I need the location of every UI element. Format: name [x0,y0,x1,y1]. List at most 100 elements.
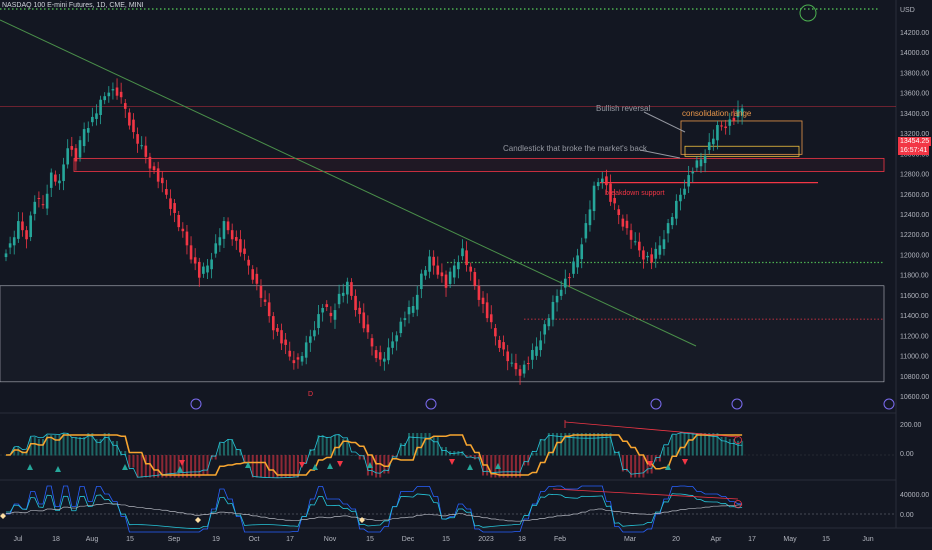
osc1-histogram-bar [712,433,715,456]
level-lines[interactable] [0,8,884,320]
candle-body [41,204,45,206]
osc1-histogram-bar [83,437,86,456]
target-circle[interactable] [799,4,817,22]
sell-signal-marker [337,461,343,467]
osc1-divergence-line[interactable] [564,421,739,438]
osc1-histogram-bar [70,437,73,456]
candle-body [144,145,148,157]
candle-body [284,339,287,345]
candle-body [461,248,464,257]
candle-body [494,328,497,337]
descending-trend-line[interactable] [0,19,697,347]
candle-body [148,156,152,169]
osc2-axis-label: 0.00 [900,512,914,519]
osc2-diamond-marker [359,517,365,523]
candle-body [251,269,255,280]
candle-body [514,363,518,370]
osc1-histogram-bar [37,439,40,456]
osc1-histogram-bar [584,433,587,456]
osc1-histogram-bar [231,439,234,456]
annotation-candlestick-break[interactable]: Candlestick that broke the market's back [503,144,648,153]
candle-body [214,243,218,254]
arrow-bullish-reversal [643,111,686,133]
annotation-breakdown-support[interactable]: breakdown support [605,190,665,197]
buy-signal-marker [467,464,473,470]
candle-body [563,278,567,288]
osc1-histogram-bar [494,455,497,478]
osc1-histogram-bar [675,435,678,456]
osc2-end-circle [734,500,742,508]
price-axis-label: 10800.00 [900,374,929,381]
osc1-histogram-bar [354,455,357,456]
candle-body [391,341,394,348]
resistance-zone[interactable] [73,157,885,172]
osc1-histogram-bar [358,455,361,460]
osc1-histogram-bar [630,455,633,478]
osc1-histogram-bar [428,433,431,456]
osc1-histogram-bar [510,455,513,478]
candle-body [712,138,715,145]
osc1-histogram-bar [662,447,665,456]
candle-body [370,338,374,347]
buy-signal-marker [55,466,61,472]
osc1-histogram-bar [708,433,711,456]
price-axis-label: 11800.00 [900,273,929,280]
range-zone[interactable] [0,285,885,383]
consolidation-inner-box[interactable] [684,145,800,157]
candle-body [300,356,304,362]
osc2-line-gray [6,503,743,522]
price-axis-label: 12400.00 [900,212,929,219]
candle-body [498,339,501,348]
candle-body [313,330,316,337]
time-axis-label: 15 [126,536,134,543]
osc1-histogram-bar [642,455,645,478]
candle-body [152,166,156,171]
osc1-histogram-bar [523,455,526,466]
osc1-histogram-bar [625,455,628,472]
buy-signal-marker [327,463,333,469]
candle-body [432,256,435,266]
osc1-histogram-bar [469,455,472,458]
time-axis[interactable]: Jul 18 Aug 15 Sep 19 Oct 17 Nov 15 Dec 15 2023 18 Feb M… [14,536,874,543]
osc1-histogram-bar [276,455,279,478]
osc1-histogram-bar [140,455,143,478]
time-axis-label: 15 [822,536,830,543]
last-price-tag: 13454.25 [898,137,932,146]
candle-body [489,314,493,323]
consolidation-range-box[interactable] [680,120,803,155]
annotation-marker-d[interactable]: D [308,391,313,398]
candle-body [366,324,370,333]
osc1-histogram-bar [247,455,250,464]
event-icons[interactable] [190,398,895,410]
osc2-divergence-line[interactable] [552,488,739,500]
candle-body [633,241,637,243]
osc1-histogram-bar [161,455,164,478]
osc1-histogram-bar [621,455,624,472]
time-axis-label: Oct [249,536,260,543]
candle-body [280,330,283,344]
osc1-histogram-bar [391,455,394,458]
candle-body [119,91,123,98]
candle-body [346,281,349,295]
buy-signal-marker [177,466,183,472]
osc1-histogram-bar [465,455,468,458]
osc1-histogram-bar [144,455,147,478]
osc1-histogram-bar [243,455,246,464]
candle-body [646,255,649,258]
osc1-histogram-bar [46,435,49,456]
annotation-consolidation-range[interactable]: consolidation range [682,109,752,118]
osc1-histogram-bar [321,435,324,456]
candle-body [374,350,378,359]
annotation-bullish-reversal[interactable]: Bullish reversal [596,104,650,113]
osc1-histogram-bar [272,455,275,478]
candle-body [740,108,744,116]
price-axis[interactable]: 14200.00 14000.00 13800.00 13600.00 13400.00… [900,30,929,401]
candle-body [181,228,185,232]
candle-body [136,134,139,144]
symbol-title[interactable]: NASDAQ 100 E-mini Futures, 1D, CME, MINI [2,2,144,9]
osc1-histogram-bar [519,455,522,478]
osc1-histogram-bar [202,455,205,476]
candle-body [588,209,592,226]
osc1-histogram-bar [403,443,406,456]
